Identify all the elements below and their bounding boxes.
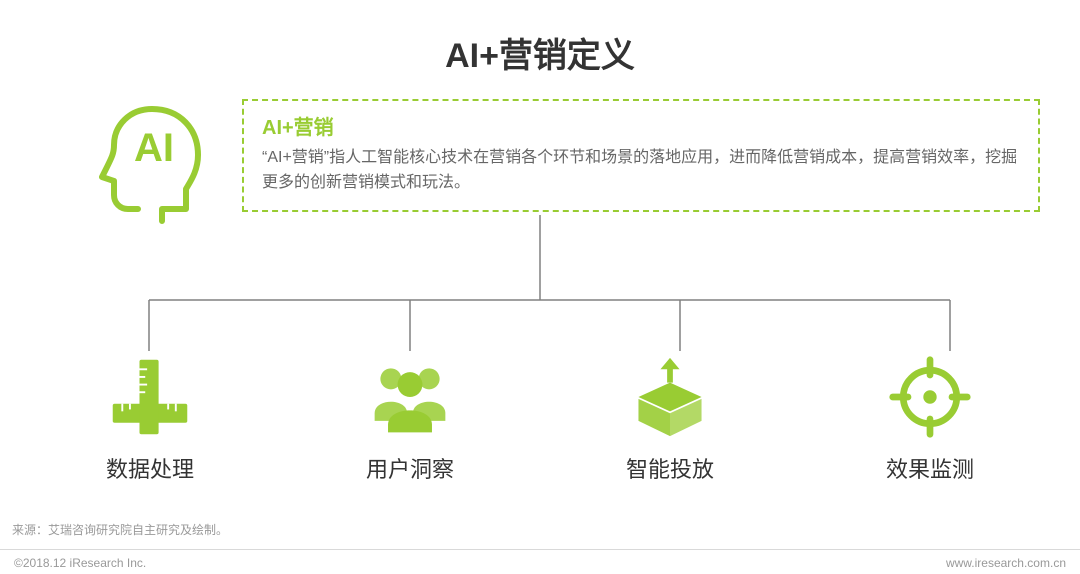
ai-head-icon: AI — [90, 99, 230, 234]
target-icon — [885, 352, 975, 442]
page-title: AI+营销定义 — [0, 0, 1080, 77]
node-label: 用户洞察 — [366, 452, 454, 484]
node-effect-monitor: 效果监测 — [840, 352, 1020, 484]
definition-heading: AI+营销 — [262, 111, 1020, 140]
svg-text:AI: AI — [134, 126, 174, 170]
ruler-icon — [105, 352, 195, 442]
footer: ©2018.12 iResearch Inc. www.iresearch.co… — [0, 549, 1080, 574]
tree-connector — [0, 215, 1080, 355]
node-label: 智能投放 — [626, 452, 714, 484]
node-user-insight: 用户洞察 — [320, 352, 500, 484]
people-icon — [365, 352, 455, 442]
footer-copyright: ©2018.12 iResearch Inc. — [14, 556, 146, 570]
box-up-icon — [625, 352, 715, 442]
definition-body: “AI+营销”指人工智能核心技术在营销各个环节和场景的落地应用，进而降低营销成本… — [262, 146, 1020, 196]
node-label: 数据处理 — [106, 452, 194, 484]
nodes-row: 数据处理 用户洞察 — [0, 352, 1080, 484]
definition-row: AI AI+营销 “AI+营销”指人工智能核心技术在营销各个环节和场景的落地应用… — [0, 99, 1080, 234]
node-data-processing: 数据处理 — [60, 352, 240, 484]
node-label: 效果监测 — [886, 452, 974, 484]
node-smart-delivery: 智能投放 — [580, 352, 760, 484]
footer-url: www.iresearch.com.cn — [946, 556, 1066, 570]
definition-box: AI+营销 “AI+营销”指人工智能核心技术在营销各个环节和场景的落地应用，进而… — [242, 99, 1040, 212]
source-note: 来源：艾瑞咨询研究院自主研究及绘制。 — [12, 521, 228, 538]
